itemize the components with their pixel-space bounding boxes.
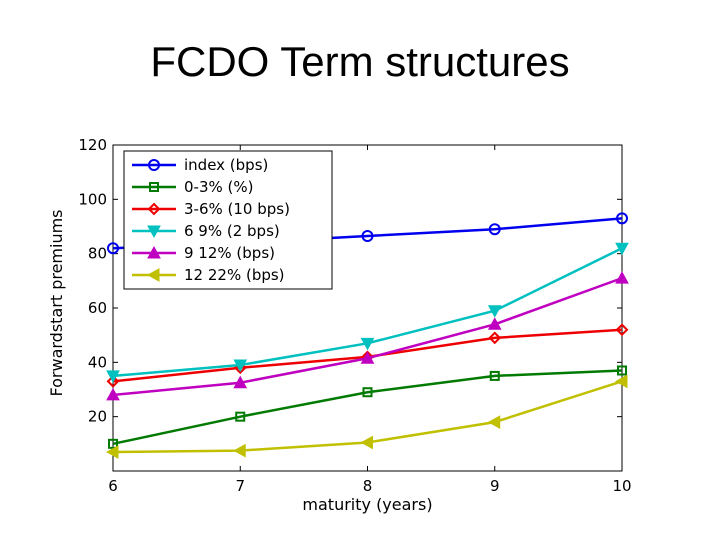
slide-title: FCDO Term structures: [150, 38, 570, 85]
y-axis-title: Forwardstart premiums: [47, 209, 66, 396]
y-tick-label: 120: [78, 136, 107, 154]
legend-label: 6 9% (2 bps): [184, 222, 280, 240]
series-line: [112, 369, 623, 446]
y-tick-label: 100: [78, 190, 107, 208]
legend-label: 12 22% (bps): [184, 266, 285, 284]
y-tick-label: 80: [88, 245, 107, 263]
data-point: [487, 305, 502, 318]
legend-marker: [147, 225, 161, 239]
series-3: [106, 242, 629, 383]
data-point: [615, 323, 629, 337]
data-point: [235, 411, 246, 422]
legend-marker: [147, 202, 161, 216]
series-1: [108, 365, 627, 449]
data-point: [361, 230, 374, 243]
data-point: [105, 445, 119, 459]
data-point: [487, 317, 502, 330]
legend-label: 3-6% (10 bps): [184, 200, 290, 218]
legend-label: 0-3% (%): [184, 178, 253, 196]
data-point: [106, 370, 120, 383]
legend-marker: [148, 159, 160, 171]
x-tick-label: 10: [612, 477, 631, 495]
data-point: [489, 370, 500, 381]
legend-marker: [146, 268, 160, 282]
y-tick-label: 60: [88, 299, 107, 317]
data-point: [233, 443, 246, 458]
legend-label: index (bps): [184, 156, 268, 174]
data-point: [617, 365, 627, 376]
legend-label: 9 12% (bps): [184, 244, 275, 262]
data-point: [233, 375, 248, 389]
x-tick-label: 9: [490, 477, 500, 495]
legend-marker: [147, 245, 161, 259]
data-point: [488, 223, 501, 236]
data-point: [614, 374, 628, 389]
data-point: [233, 359, 248, 373]
data-point: [615, 271, 629, 284]
data-point: [106, 374, 120, 388]
data-point: [615, 242, 629, 256]
data-point: [616, 212, 628, 225]
data-point: [360, 337, 375, 351]
series-4: [106, 271, 629, 401]
y-tick-label: 20: [88, 408, 107, 426]
data-point: [362, 387, 373, 398]
data-point: [487, 415, 501, 429]
data-point: [360, 435, 373, 450]
data-point: [360, 351, 375, 364]
data-point: [107, 242, 119, 255]
legend-box: [123, 150, 333, 290]
y-tick-label: 40: [88, 353, 107, 371]
x-tick-label: 8: [363, 477, 373, 495]
data-point: [106, 387, 120, 401]
data-point: [108, 438, 118, 449]
series-5: [105, 374, 628, 459]
x-tick-label: 6: [108, 477, 118, 495]
x-tick-label: 7: [235, 477, 245, 495]
legend-marker: [149, 182, 159, 192]
x-axis-title: maturity (years): [302, 495, 432, 514]
data-point: [488, 331, 502, 345]
